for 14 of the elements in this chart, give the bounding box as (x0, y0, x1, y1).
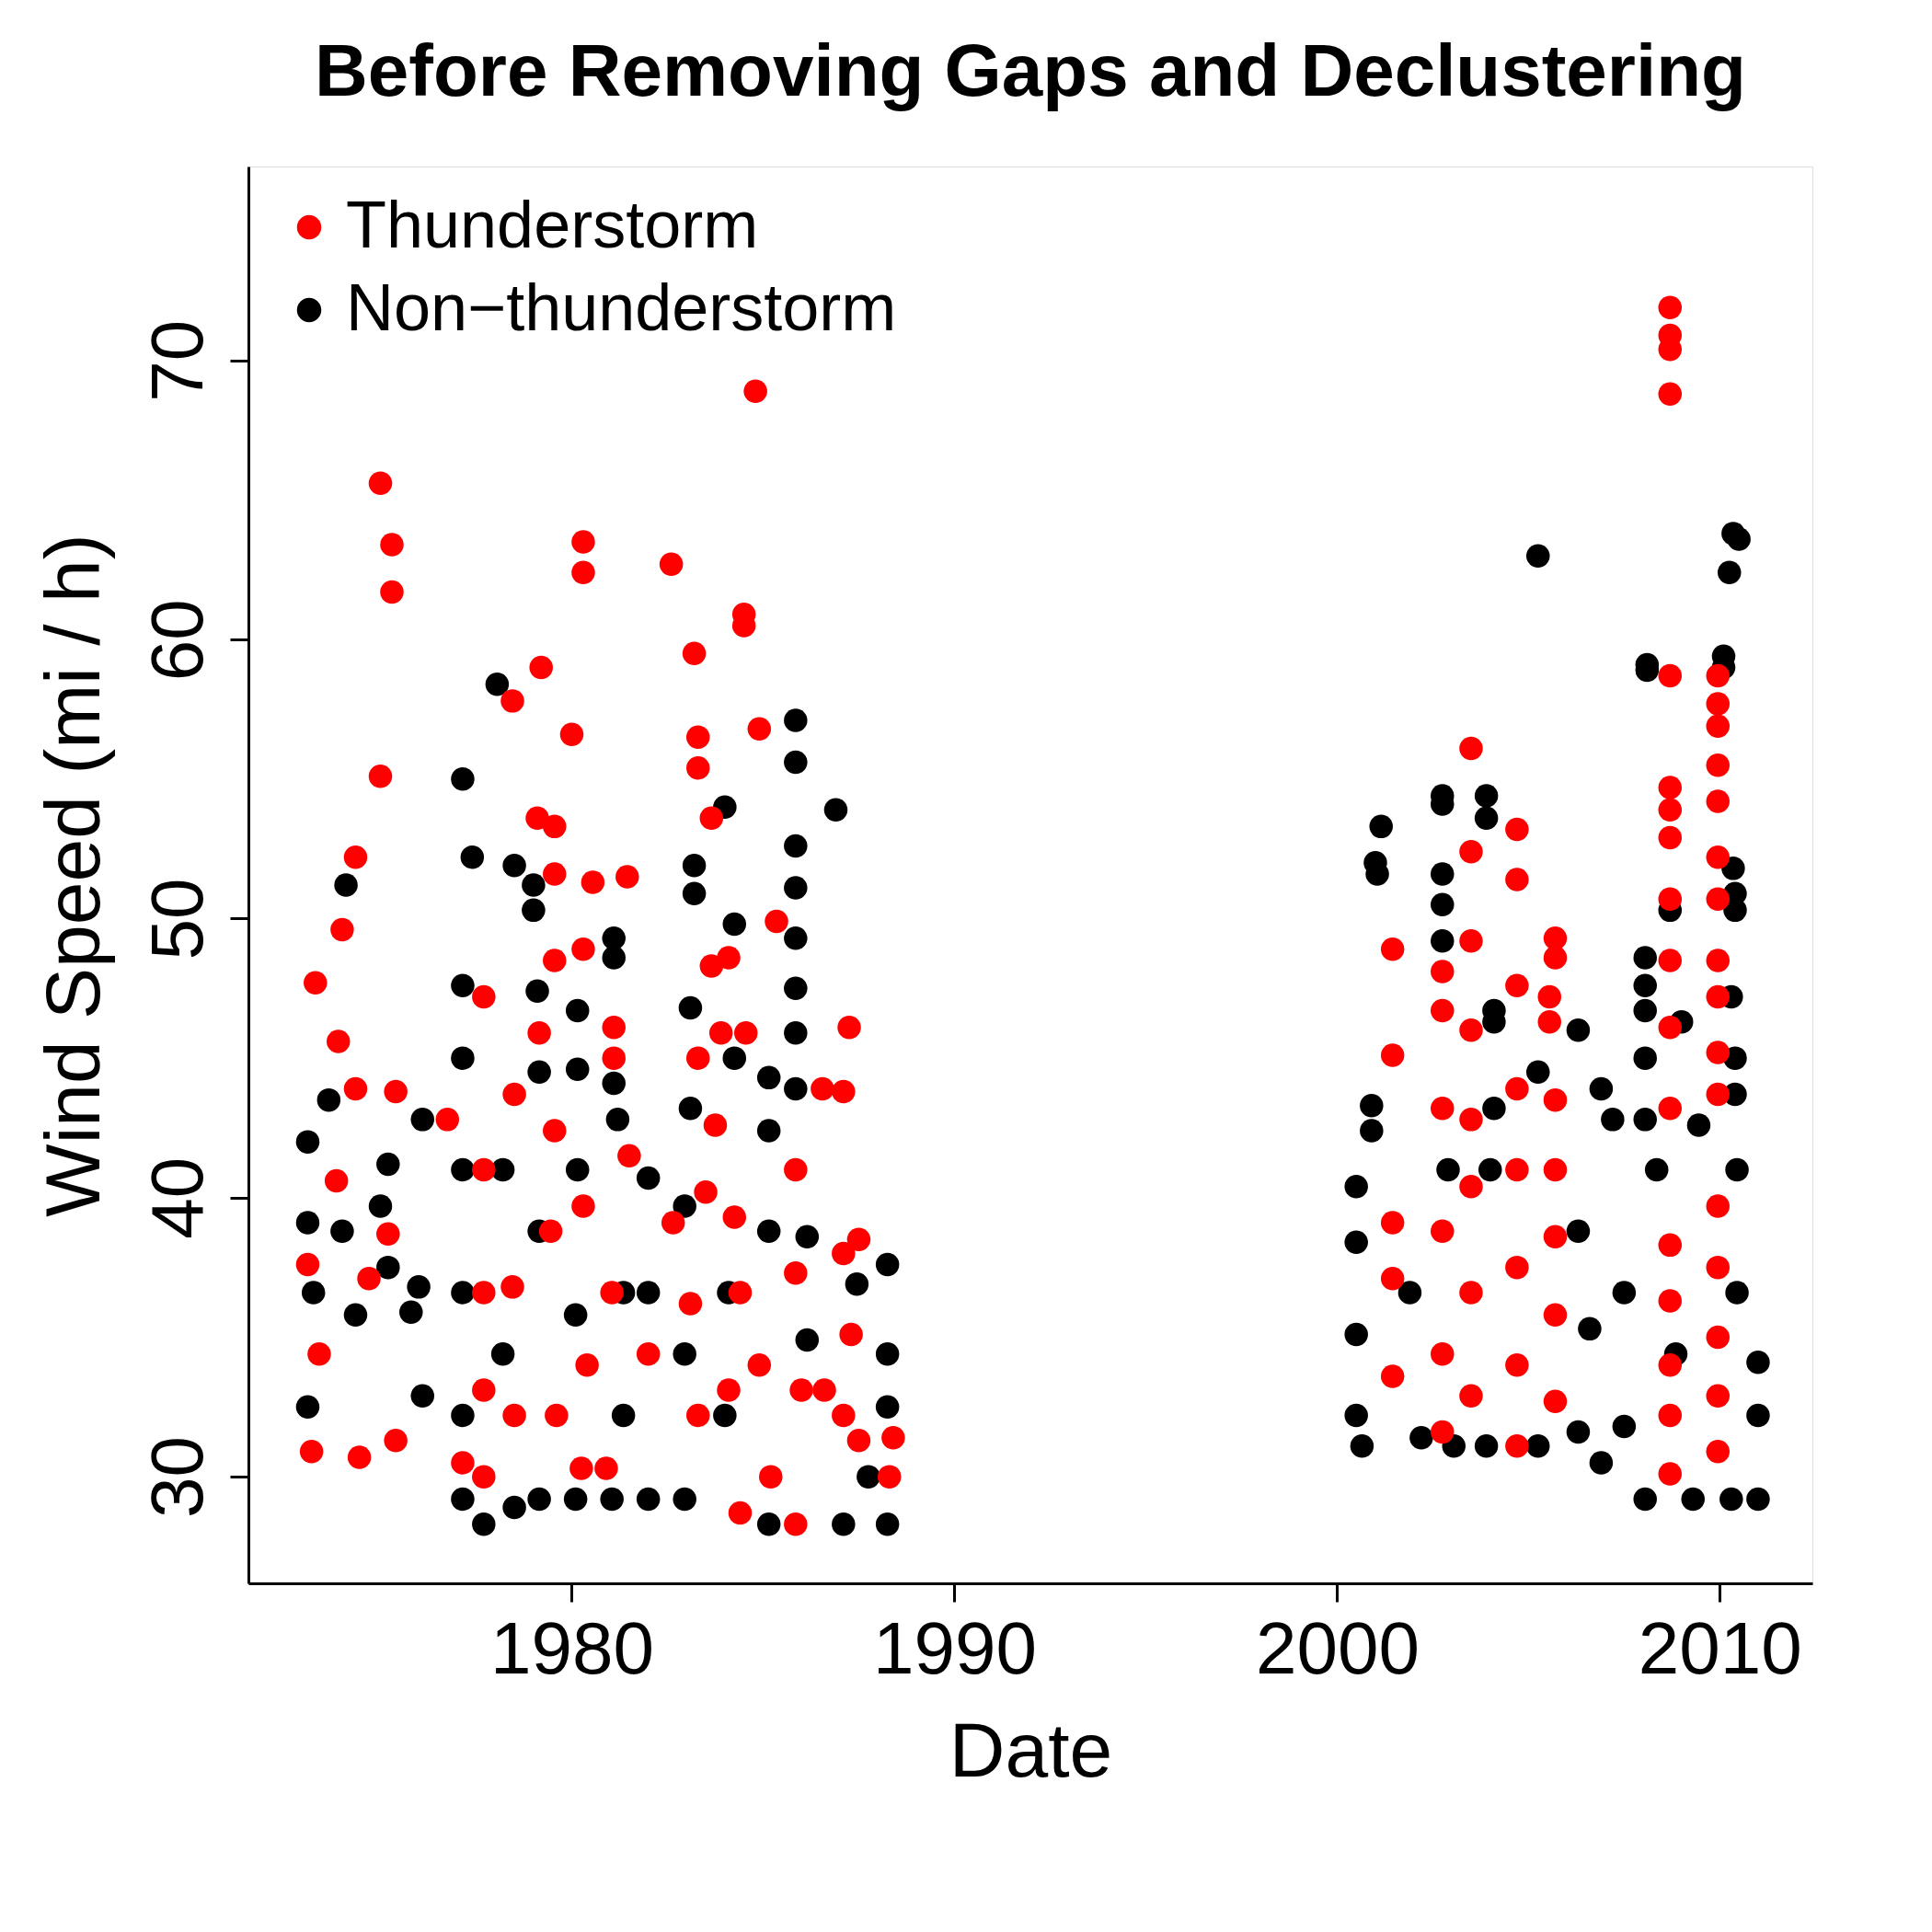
chart-title: Before Removing Gaps and Declustering (315, 29, 1746, 111)
y-tick-label: 30 (135, 1436, 218, 1519)
y-tick-label: 50 (135, 878, 218, 960)
x-tick-label: 1990 (872, 1606, 1037, 1689)
y-tick-label: 40 (135, 1156, 218, 1239)
legend-label: Thunderstorm (346, 188, 759, 261)
x-tick-label: 2000 (1255, 1606, 1420, 1689)
x-tick-label: 1980 (490, 1606, 654, 1689)
y-tick-label: 60 (135, 599, 218, 682)
x-tick-label: 2010 (1638, 1606, 1802, 1689)
y-tick-label: 70 (135, 319, 218, 402)
x-axis-title: Date (949, 1706, 1113, 1793)
legend-label: Non−thunderstorm (346, 270, 897, 344)
y-axis-title: Wind Speed (mi / h) (29, 534, 116, 1217)
